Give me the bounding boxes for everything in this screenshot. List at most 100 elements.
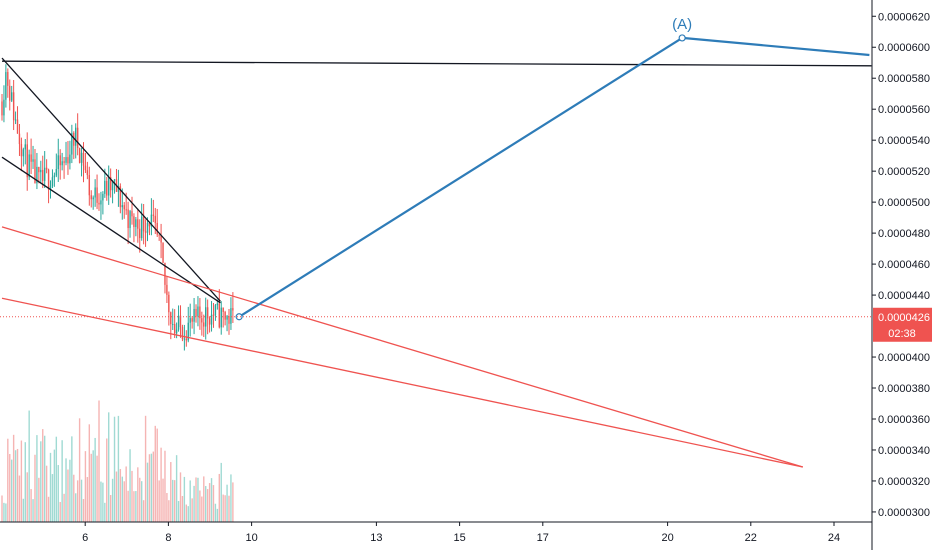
volume-bar [92,450,94,522]
volume-bar [100,481,102,522]
candle-body [104,180,106,194]
y-tick-label: 0.0000600 [878,42,930,54]
candle-body [191,318,193,322]
candle-body [75,127,77,146]
x-tick-label: 13 [370,532,382,544]
candle-body [109,177,112,191]
volume-bar [96,455,98,522]
candlesticks [1,64,234,351]
candle-body [84,165,87,171]
candle-body [12,92,15,121]
candle-body [76,127,79,148]
candle-body [172,324,174,326]
projection-point-handle[interactable] [235,313,243,321]
volume-bar [189,480,191,522]
wedge-lower-line[interactable] [1,156,221,304]
volume-bar [183,476,186,522]
candle-body [16,119,19,134]
current-price-tag-box [873,307,932,342]
volume-bar [203,476,205,522]
candle-body [131,211,133,217]
candle-body [30,154,32,162]
volume-bar [210,478,213,522]
volume-bar [129,449,131,522]
volume-bar [40,441,42,522]
volume-bar [150,453,153,522]
projection-point-handle[interactable] [678,34,686,42]
volume-bar [1,495,3,522]
candle-body [195,308,197,317]
volume-bar [181,495,184,522]
volume-bar [20,440,23,522]
candle-body [43,167,46,181]
volume-bar [177,501,180,522]
wedge-upper-line[interactable] [1,57,221,302]
volume-bar [9,454,11,522]
candle-body [34,159,36,184]
candle-body [7,72,9,86]
volume-bar [113,416,116,522]
candle-body [208,318,211,325]
candle-body [232,308,234,311]
candle-body [108,177,110,196]
volume-bar [199,490,201,522]
volume-bar [137,467,139,522]
candle-body [181,327,184,340]
volume-bar [168,500,170,522]
volume-bar [106,438,108,522]
trend-drawings[interactable] [1,34,872,468]
volume-bar [71,436,73,522]
volume-bar [45,465,48,522]
candle-body [51,177,54,187]
volume-bar [43,435,46,522]
candle-body [160,235,162,243]
candle-body [113,179,116,181]
volume-bar [193,485,195,522]
channel-upper-line[interactable] [1,226,803,468]
candle-body [80,152,83,163]
y-tick-label: 0.0000320 [878,476,930,488]
candle-body [127,209,129,229]
volume-bar [170,462,172,522]
y-tick-label: 0.0000460 [878,259,930,271]
volume-bar [206,489,209,522]
volume-bar [73,474,75,522]
volume-bar [121,476,123,522]
volume-bar [154,425,156,522]
candle-body [36,166,38,184]
candle-body [111,180,114,191]
volume-bar [139,477,141,522]
horizontal-resistance-line[interactable] [1,60,872,67]
candle-body [154,215,156,223]
price-axis[interactable]: 0.0000300 0.0000320 0.0000340 0.0000360 0.00… [872,11,930,519]
candle-body [135,219,137,227]
candle-body [129,211,131,229]
volume-bar [49,452,52,522]
candle-body [146,223,149,233]
y-tick-label: 0.0000540 [878,135,930,147]
volume-bar [123,481,125,522]
volume-bar [179,472,182,522]
volume-bar [201,496,203,522]
volume-bar [140,481,143,522]
volume-bar [98,400,100,522]
volume-bar [80,479,83,522]
candle-body [168,294,170,313]
candle-body [123,205,125,210]
candle-body [38,166,40,173]
time-axis[interactable]: 6 8 10 13 15 17 20 22 24 [82,522,840,544]
candle-body [142,216,145,232]
channel-lower-line[interactable] [1,297,803,468]
volume-bar [22,498,25,522]
candle-body [59,155,61,166]
y-tick-label: 0.0000580 [878,73,930,85]
x-tick-label: 22 [745,532,757,544]
candle-body [24,144,26,150]
candle-body [139,228,141,239]
wave-label-a: (A) [672,16,692,33]
candle-body [1,101,3,116]
candle-body [18,133,21,145]
candle-body [133,216,135,227]
candle-body [71,132,73,155]
